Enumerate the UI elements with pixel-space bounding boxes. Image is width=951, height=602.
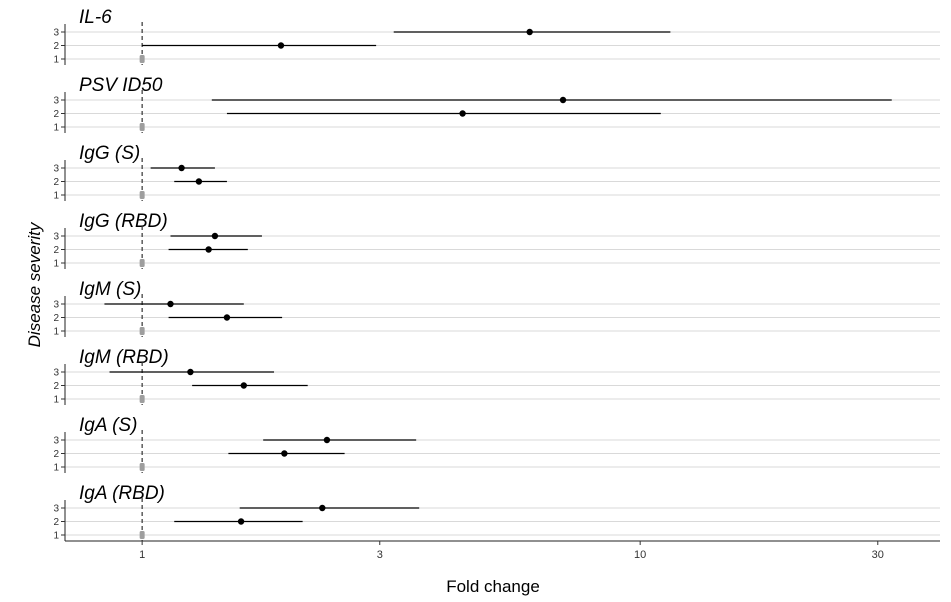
facet-title: IgG (RBD) bbox=[79, 211, 168, 232]
facet-title: IgA (RBD) bbox=[79, 483, 165, 504]
estimate-point bbox=[323, 436, 331, 444]
y-tick-label: 1 bbox=[53, 327, 59, 338]
y-tick-label: 2 bbox=[53, 41, 59, 52]
reference-marker bbox=[139, 531, 145, 539]
facet-panel: IgA (S) 1 2 3 bbox=[53, 415, 940, 474]
estimate-point bbox=[281, 450, 288, 457]
y-tick-label: 2 bbox=[53, 449, 59, 460]
facet-panel: PSV ID50 1 2 3 bbox=[53, 75, 940, 134]
facet-panel: IgA (RBD) 1 2 3 bbox=[53, 483, 940, 542]
reference-marker bbox=[139, 123, 145, 131]
y-tick-label: 1 bbox=[53, 395, 59, 406]
reference-marker bbox=[139, 395, 145, 403]
reference-marker bbox=[139, 463, 145, 471]
facet-title: IgM (S) bbox=[79, 279, 141, 300]
reference-marker bbox=[139, 327, 145, 335]
facet-title: IgM (RBD) bbox=[79, 347, 169, 368]
y-tick-label: 3 bbox=[53, 164, 59, 175]
facet-title: PSV ID50 bbox=[79, 75, 163, 96]
y-tick-label: 1 bbox=[53, 123, 59, 134]
facet-panel: IL-6 1 2 3 bbox=[53, 7, 940, 66]
y-tick-label: 2 bbox=[53, 313, 59, 324]
x-tick-label: 30 bbox=[872, 549, 884, 561]
y-tick-label: 2 bbox=[53, 177, 59, 188]
facet-title: IgA (S) bbox=[79, 415, 137, 436]
facet-title: IgG (S) bbox=[79, 143, 140, 164]
y-tick-label: 3 bbox=[53, 504, 59, 515]
y-tick-label: 3 bbox=[53, 300, 59, 311]
facet-title: IL-6 bbox=[79, 7, 112, 28]
estimate-point bbox=[205, 246, 212, 253]
y-tick-label: 1 bbox=[53, 463, 59, 474]
reference-marker bbox=[139, 55, 145, 63]
estimate-point bbox=[195, 178, 203, 185]
estimate-point bbox=[237, 518, 245, 525]
estimate-point bbox=[319, 504, 326, 512]
estimate-point bbox=[187, 368, 194, 376]
estimate-point bbox=[211, 232, 219, 240]
x-tick-label: 1 bbox=[139, 549, 145, 561]
y-tick-label: 2 bbox=[53, 517, 59, 528]
y-axis-title: Disease severity bbox=[25, 221, 44, 347]
y-tick-label: 1 bbox=[53, 259, 59, 270]
x-tick-label: 3 bbox=[377, 549, 383, 561]
estimate-point bbox=[459, 110, 466, 117]
estimate-point bbox=[167, 300, 174, 308]
facet-panels: IL-6 1 2 3 PSV ID50 1 2 3 IgG (S) 1 2 3 IgG (RBD) 1 2 3… bbox=[53, 7, 940, 542]
facet-panel: IgG (S) 1 2 3 bbox=[53, 143, 940, 202]
facet-panel: IgM (RBD) 1 2 3 bbox=[53, 347, 940, 406]
y-tick-label: 3 bbox=[53, 96, 59, 107]
estimate-point bbox=[240, 382, 247, 389]
estimate-point bbox=[178, 164, 185, 172]
y-tick-label: 1 bbox=[53, 191, 59, 202]
estimate-point bbox=[223, 314, 231, 321]
reference-marker bbox=[139, 191, 145, 199]
y-tick-label: 3 bbox=[53, 368, 59, 379]
y-tick-label: 1 bbox=[53, 531, 59, 542]
reference-marker bbox=[139, 259, 145, 267]
y-tick-label: 2 bbox=[53, 245, 59, 256]
facet-panel: IgG (RBD) 1 2 3 bbox=[53, 211, 940, 270]
y-tick-label: 3 bbox=[53, 28, 59, 39]
y-tick-label: 2 bbox=[53, 381, 59, 392]
x-axis: 1 3 10 30 bbox=[65, 540, 940, 561]
estimate-point bbox=[559, 96, 567, 104]
x-axis-title: Fold change bbox=[446, 577, 540, 596]
y-tick-label: 1 bbox=[53, 55, 59, 66]
y-tick-label: 3 bbox=[53, 232, 59, 243]
y-tick-label: 2 bbox=[53, 109, 59, 120]
facet-panel: IgM (S) 1 2 3 bbox=[53, 279, 940, 338]
estimate-point bbox=[526, 28, 533, 36]
y-tick-label: 3 bbox=[53, 436, 59, 447]
estimate-point bbox=[277, 42, 285, 49]
x-tick-label: 10 bbox=[634, 549, 646, 561]
